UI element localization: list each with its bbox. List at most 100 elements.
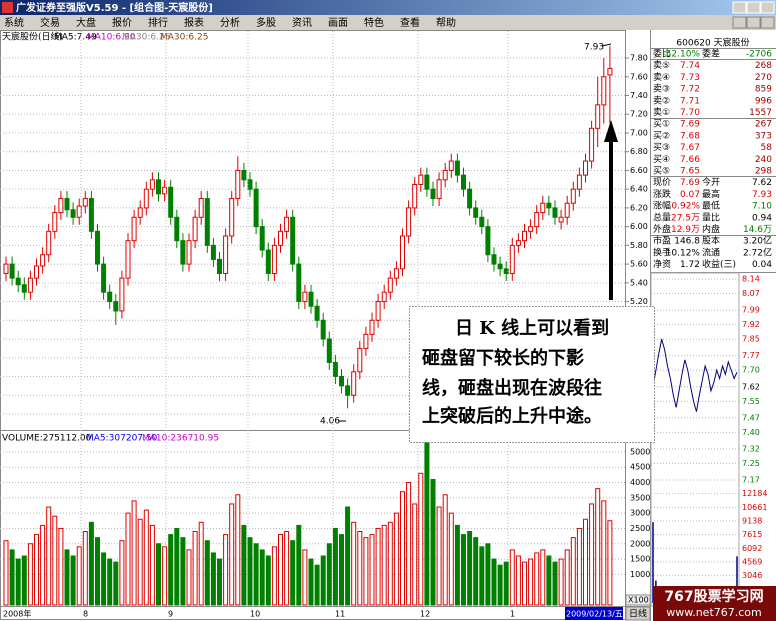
quote-volume: 1557 bbox=[749, 108, 772, 118]
y-tick-label: 6.80 bbox=[630, 147, 648, 156]
volume-bar bbox=[589, 503, 595, 606]
child-minimize[interactable] bbox=[732, 16, 747, 29]
volume-bar bbox=[601, 500, 607, 606]
volume-bar bbox=[186, 549, 192, 606]
menu-item[interactable]: 特色 bbox=[364, 16, 384, 29]
child-restore[interactable] bbox=[746, 16, 761, 29]
volume-bar bbox=[149, 524, 155, 606]
quote-value: 7.73 bbox=[680, 73, 700, 83]
candle-body bbox=[546, 202, 552, 209]
volume-bar bbox=[308, 558, 314, 606]
menu-item[interactable]: 大盘 bbox=[76, 16, 96, 29]
menu-item[interactable]: 分析 bbox=[220, 16, 240, 29]
close-button[interactable] bbox=[760, 1, 775, 14]
quote-label: 量比 bbox=[702, 211, 720, 223]
menu-item[interactable]: 资讯 bbox=[292, 17, 312, 29]
candle-body bbox=[314, 305, 320, 321]
candle-body bbox=[534, 212, 540, 228]
quote-volume: 268 bbox=[755, 61, 772, 71]
volume-bar bbox=[436, 506, 442, 606]
menu-item[interactable]: 多股 bbox=[256, 16, 276, 29]
y-tick-label: 5.80 bbox=[630, 241, 648, 250]
pointer-arrowhead bbox=[604, 120, 618, 142]
candle-body bbox=[58, 198, 64, 214]
volume-bar bbox=[131, 500, 137, 606]
quote-label: 最高 bbox=[702, 188, 720, 200]
volume-bar bbox=[607, 520, 613, 606]
candle-body bbox=[125, 240, 131, 279]
quote-value: 7.72 bbox=[680, 85, 700, 95]
volume-bar bbox=[296, 524, 302, 606]
volume-bar bbox=[70, 555, 76, 606]
volume-bar bbox=[540, 549, 546, 606]
window-title: 广发证券至强版V5.59 - [组合图-天宸股份] bbox=[16, 1, 213, 14]
candle-body bbox=[21, 284, 27, 293]
volume-bar bbox=[448, 512, 454, 606]
quote-value: 146.8 bbox=[674, 237, 700, 247]
quote-label: 换手 bbox=[653, 246, 671, 258]
volume-bar bbox=[204, 540, 210, 606]
candle-body bbox=[204, 198, 210, 246]
y-tick-label: 9138 bbox=[742, 517, 762, 526]
quote-volume: 996 bbox=[755, 96, 772, 106]
candle-body bbox=[64, 198, 70, 211]
volume-bar bbox=[113, 561, 119, 606]
y-tick-label: 7.80 bbox=[630, 54, 648, 63]
y-tick-label: 1000 bbox=[630, 570, 650, 579]
menu-item[interactable]: 画面 bbox=[328, 18, 348, 29]
candle-body bbox=[509, 244, 515, 274]
x-label: 1 bbox=[510, 610, 515, 619]
y-tick-label: 4569 bbox=[742, 558, 762, 567]
y-tick-label: 7.25 bbox=[742, 459, 760, 468]
legend-entry: MA30:6.25 bbox=[122, 33, 170, 43]
y-tick-label: 3500 bbox=[630, 493, 650, 502]
quote-volume: 859 bbox=[755, 85, 772, 95]
volume-bar bbox=[64, 549, 70, 606]
quote-value: 14.6万 bbox=[743, 225, 772, 235]
y-tick-label: 4000 bbox=[630, 478, 650, 487]
quote-value: 2.72亿 bbox=[743, 246, 772, 258]
maximize-button[interactable] bbox=[746, 1, 761, 14]
quote-label: 外盘 bbox=[653, 223, 671, 235]
candle-body bbox=[223, 235, 229, 274]
child-close[interactable] bbox=[760, 16, 775, 29]
candle-body bbox=[412, 183, 418, 209]
candle-body bbox=[381, 291, 387, 303]
menu-item[interactable]: 系统 bbox=[4, 16, 24, 29]
volume-bar bbox=[528, 558, 534, 606]
candle-body bbox=[278, 230, 283, 246]
volume-bar bbox=[290, 540, 296, 606]
candle-body bbox=[497, 263, 503, 270]
volume-bar bbox=[241, 524, 247, 606]
volume-bar bbox=[223, 534, 229, 606]
intraday-line bbox=[652, 338, 738, 412]
menu-item[interactable]: 报表 bbox=[184, 16, 204, 29]
volume-bar bbox=[168, 534, 174, 606]
quote-label: 股本 bbox=[702, 235, 720, 247]
menu-item[interactable]: 查看 bbox=[400, 16, 420, 29]
candle-body bbox=[180, 240, 186, 265]
menu-item[interactable]: 报价 bbox=[112, 16, 132, 29]
y-tick-label: 5.40 bbox=[630, 278, 648, 287]
candle-body bbox=[326, 338, 332, 363]
volume-bar bbox=[314, 564, 320, 606]
menu-item[interactable]: 帮助 bbox=[436, 16, 456, 29]
volume-bar bbox=[125, 512, 131, 606]
y-tick-label: 3000 bbox=[630, 509, 650, 518]
volume-bar bbox=[210, 552, 216, 606]
quote-label: 买④ bbox=[653, 154, 670, 165]
y-tick-label: 7.20 bbox=[630, 110, 648, 119]
minimize-button[interactable] bbox=[732, 1, 747, 14]
candle-body bbox=[375, 301, 381, 321]
period-tab[interactable] bbox=[625, 606, 651, 621]
candle-body bbox=[607, 67, 613, 76]
candle-body bbox=[156, 179, 161, 195]
quote-value: 12.9万 bbox=[671, 225, 700, 235]
menu-item[interactable]: 排行 bbox=[148, 16, 168, 29]
low-label: 4.06 bbox=[320, 417, 340, 427]
volume-bar bbox=[82, 531, 88, 606]
quote-volume: 267 bbox=[755, 120, 772, 130]
menu-item[interactable]: 交易 bbox=[40, 16, 60, 29]
